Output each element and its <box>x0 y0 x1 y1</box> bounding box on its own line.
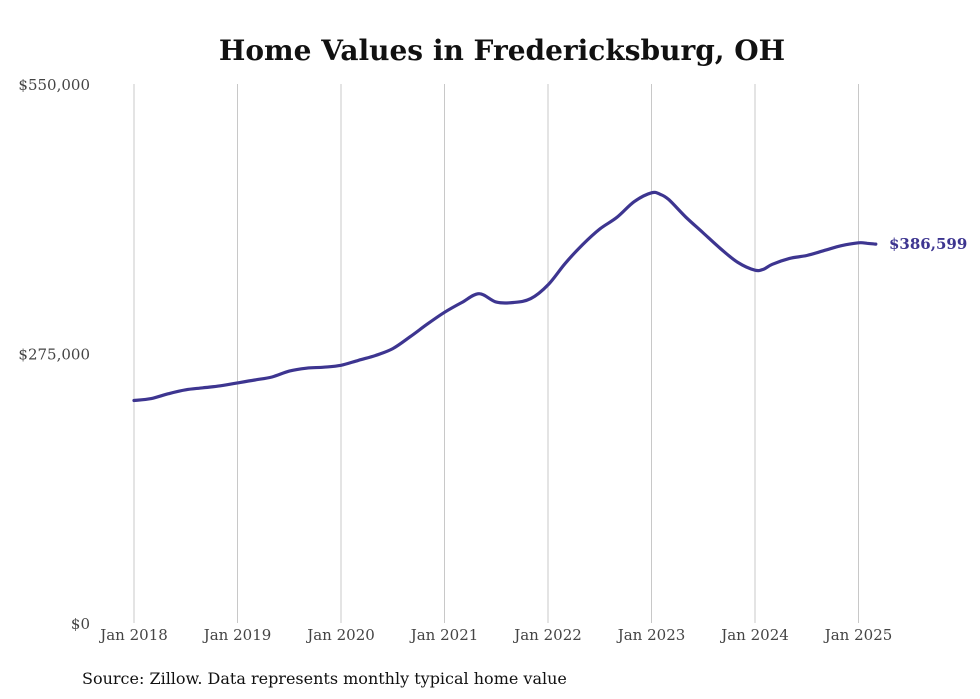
end-value-label: $386,599 <box>889 235 967 253</box>
y-tick-label: $550,000 <box>18 76 90 94</box>
x-tick-label: Jan 2019 <box>202 626 272 644</box>
y-tick-label: $275,000 <box>18 346 90 364</box>
x-tick-label: Jan 2025 <box>823 626 893 644</box>
y-tick-label: $0 <box>71 615 90 633</box>
x-tick-label: Jan 2024 <box>719 626 789 644</box>
x-tick-label: Jan 2020 <box>305 626 375 644</box>
series-line <box>132 190 878 403</box>
x-axis-ticks: Jan 2018 Jan 2019 Jan 2020 Jan 2021 Jan 2022… <box>98 626 892 644</box>
x-tick-label: Jan 2023 <box>616 626 686 644</box>
x-tick-label: Jan 2018 <box>98 626 168 644</box>
source-note: Source: Zillow. Data represents monthly … <box>82 669 567 688</box>
y-axis-ticks: $0 $275,000 $550,000 <box>18 76 90 633</box>
x-tick-label: Jan 2021 <box>409 626 479 644</box>
grid-lines <box>133 84 859 623</box>
x-tick-label: Jan 2022 <box>512 626 582 644</box>
chart-title: Home Values in Fredericksburg, OH <box>219 34 785 67</box>
